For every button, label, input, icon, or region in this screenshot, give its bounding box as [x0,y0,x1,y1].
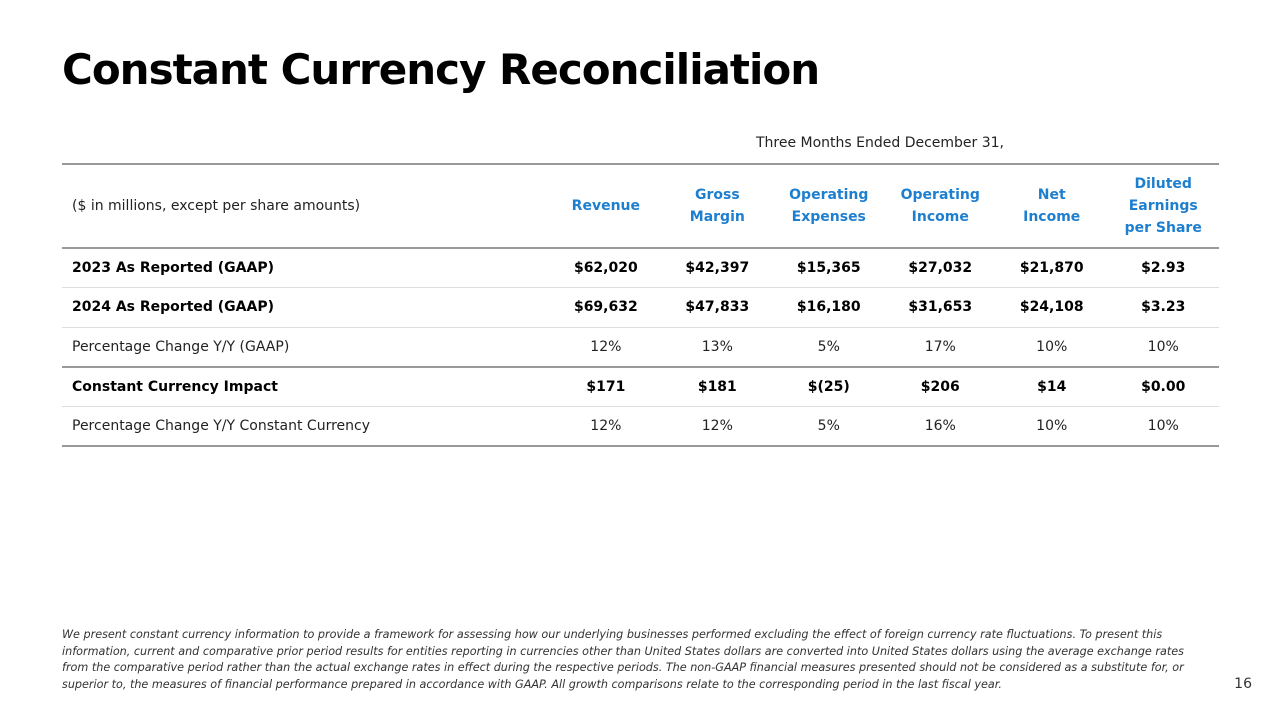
cell-value: 12% [590,417,622,434]
row-label: Percentage Change Y/Y Constant Currency [72,417,370,434]
column-header-operating-income: Operating Income [885,164,996,248]
cell-value: 12% [701,417,733,434]
cell-value: $0.00 [1141,378,1186,395]
header-line: Operating [900,187,980,203]
cell-value: $21,870 [1019,260,1084,276]
cell-value: $15,365 [796,260,861,276]
page-title: Constant Currency Reconciliation [62,45,820,94]
page-number: 16 [1234,676,1252,692]
cell-value: 5% [817,338,840,355]
header-line: Expenses [791,209,866,225]
cell-value: $42,397 [685,260,750,276]
reconciliation-table: ($ in millions, except per share amounts… [62,163,1219,447]
footnote: We present constant currency information… [62,628,1184,691]
cell-value: $24,108 [1019,299,1084,316]
cell-value: 12% [590,338,622,355]
table-row: 2024 As Reported (GAAP) $69,632 $47,833 … [62,288,1219,327]
header-line: Margin [689,209,745,225]
column-header-operating-expenses: Operating Expenses [773,164,884,248]
cell-value: $31,653 [908,299,973,316]
cell-value: $3.23 [1141,299,1186,316]
header-line: Income [911,209,969,225]
cell-value: 13% [701,338,733,355]
column-header-revenue: Revenue [550,164,661,248]
table-row: Constant Currency Impact $171 $181 $(25)… [62,367,1219,406]
cell-value: $2.93 [1141,260,1186,276]
header-line: Gross [694,187,740,203]
cell-value: 10% [1147,417,1179,434]
cell-value: $62,020 [573,260,638,276]
cell-value: $181 [697,378,737,395]
header-line: Net [1037,187,1066,203]
cell-value: $14 [1037,378,1067,395]
row-label: 2023 As Reported (GAAP) [72,260,275,276]
table-header-row: ($ in millions, except per share amounts… [62,164,1219,248]
header-line: Diluted [1134,176,1192,192]
table-row: 2023 As Reported (GAAP) $62,020 $42,397 … [62,248,1219,288]
cell-value: 16% [924,417,956,434]
cell-value: 10% [1036,417,1068,434]
header-line: Operating [789,187,869,203]
column-header-gross-margin: Gross Margin [662,164,773,248]
cell-value: $16,180 [796,299,861,316]
period-header: Three Months Ended December 31, [755,135,1005,151]
header-line: Revenue [571,198,640,214]
cell-value: $171 [586,378,626,395]
row-label: Percentage Change Y/Y (GAAP) [72,338,290,355]
cell-value: 10% [1036,338,1068,355]
cell-value: 5% [817,417,840,434]
cell-value: $27,032 [908,260,973,276]
row-label: 2024 As Reported (GAAP) [72,299,275,316]
header-line: per Share [1124,220,1202,236]
column-header-diluted-eps: Diluted Earnings per Share [1107,164,1219,248]
cell-value: $47,833 [685,299,750,316]
cell-value: $206 [920,378,960,395]
column-header-net-income: Net Income [996,164,1107,248]
row-label: Constant Currency Impact [72,378,278,395]
cell-value: $69,632 [573,299,638,316]
table-row: Percentage Change Y/Y Constant Currency … [62,406,1219,446]
cell-value: 10% [1147,338,1179,355]
header-line: Income [1023,209,1081,225]
table-row: Percentage Change Y/Y (GAAP) 12% 13% 5% … [62,327,1219,367]
table-corner-label: ($ in millions, except per share amounts… [72,198,361,214]
cell-value: 17% [924,338,956,355]
header-line: Earnings [1128,198,1198,214]
cell-value: $(25) [807,378,850,395]
